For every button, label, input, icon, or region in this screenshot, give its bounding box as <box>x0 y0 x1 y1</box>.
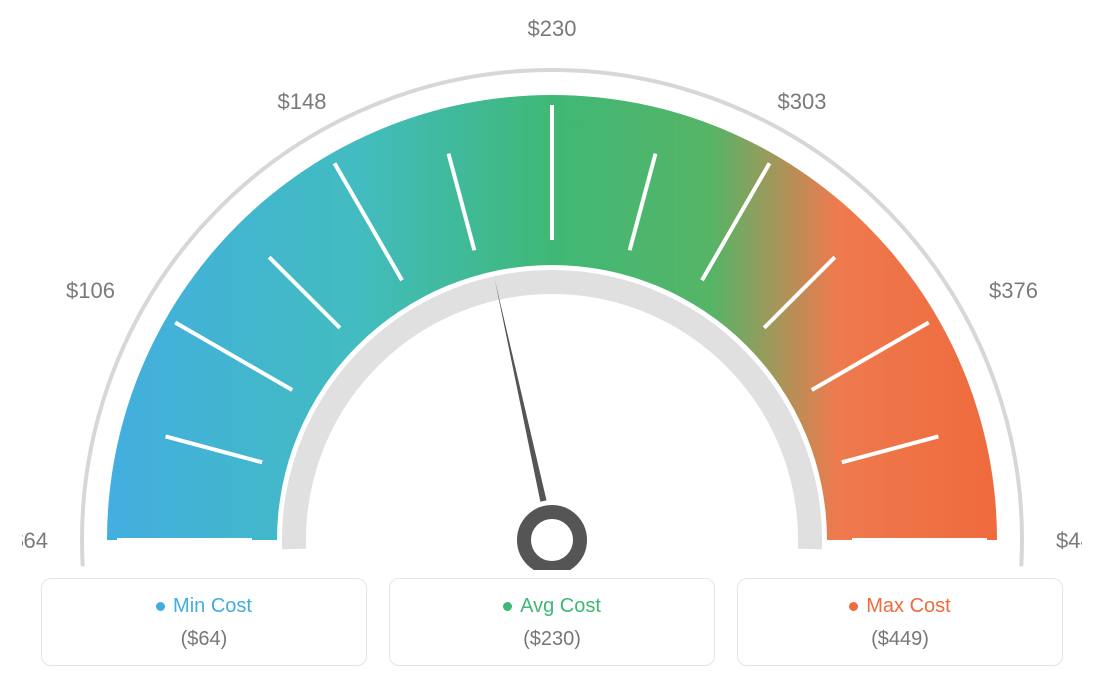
gauge-needle <box>495 279 547 502</box>
legend-row: Min Cost ($64) Avg Cost ($230) Max Cost … <box>41 578 1063 666</box>
legend-label-avg: Avg Cost <box>520 595 601 618</box>
gauge-tick-label: $303 <box>778 89 827 114</box>
legend-dot-max <box>849 602 858 611</box>
legend-dot-min <box>156 602 165 611</box>
gauge-tick-label: $449 <box>1056 528 1082 553</box>
gauge-tick-label: $376 <box>989 278 1038 303</box>
legend-card-avg: Avg Cost ($230) <box>389 578 715 666</box>
legend-label-min: Min Cost <box>173 595 252 618</box>
gauge-tick-label: $106 <box>66 278 115 303</box>
legend-dot-avg <box>503 602 512 611</box>
gauge-tick-label: $64 <box>22 528 48 553</box>
legend-value-avg: ($230) <box>390 628 714 651</box>
legend-label-max: Max Cost <box>866 595 950 618</box>
legend-card-min: Min Cost ($64) <box>41 578 367 666</box>
legend-card-max: Max Cost ($449) <box>737 578 1063 666</box>
legend-value-min: ($64) <box>42 628 366 651</box>
gauge-needle-hub <box>524 512 580 568</box>
gauge-tick-label: $230 <box>528 16 577 41</box>
gauge-chart: $64 $106 $148 $230 $303 $376 $449 <box>22 10 1082 570</box>
legend-value-max: ($449) <box>738 628 1062 651</box>
gauge-tick-label: $148 <box>278 89 327 114</box>
